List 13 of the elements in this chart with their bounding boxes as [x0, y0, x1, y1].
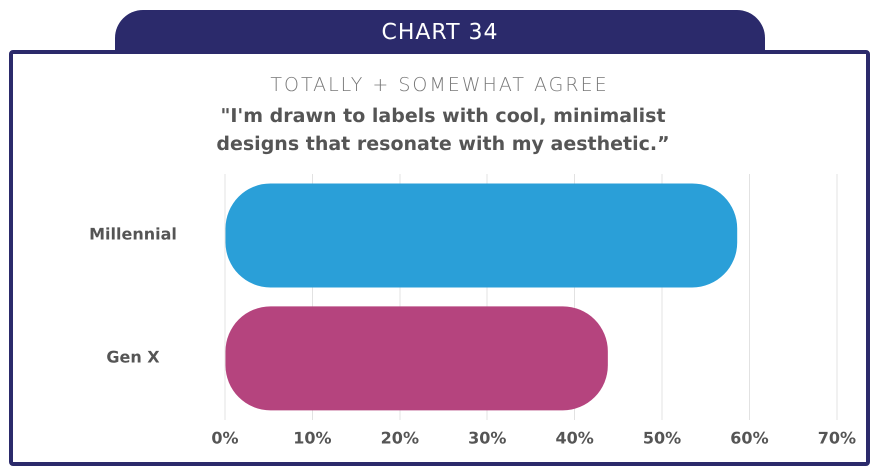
x-tick-label: 0% [211, 428, 239, 448]
x-tick-label: 10% [293, 428, 332, 448]
x-tick-label: 50% [642, 428, 682, 448]
y-tick-label: Millennial [89, 224, 177, 244]
chart-title: CHART 34 [115, 10, 765, 56]
x-tick-label: 40% [555, 428, 594, 448]
x-tick-label: 70% [818, 428, 856, 448]
text: "I'm drawn to labels with cool, minimalist designs that resonate with my aesthetic.” [215, 104, 671, 157]
x-tick-label: 60% [730, 428, 769, 448]
chart-subtitle: TOTALLY + SOMEWHAT AGREE [269, 74, 610, 96]
x-tick-label: 20% [380, 428, 419, 448]
x-tick-label: 30% [468, 428, 506, 448]
y-tick-label: Gen X [106, 348, 160, 367]
